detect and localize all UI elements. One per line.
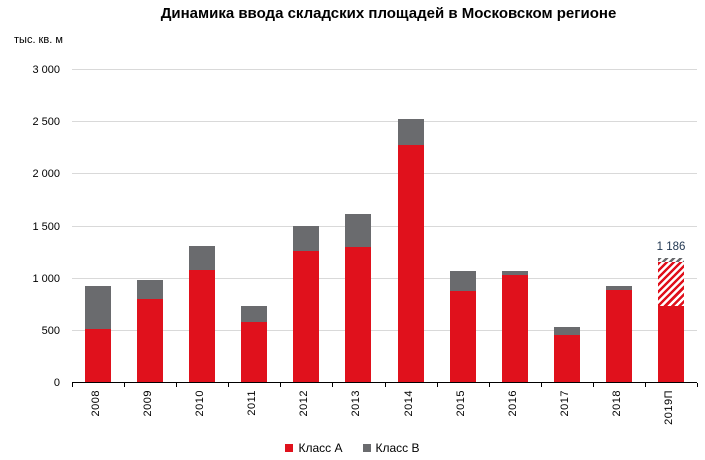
y-tick-label: 2 000: [32, 168, 60, 181]
bar-segment-class-a-2018: [605, 290, 632, 382]
legend-label-class-b: Класс В: [375, 441, 420, 455]
x-tick-label-2010: 2010: [194, 390, 207, 417]
bar-segment-class-b-2016: [501, 270, 528, 275]
gridline-1500: [72, 225, 697, 227]
gridline-2500: [72, 121, 697, 123]
bar-segment-class-b-2013: [345, 214, 372, 248]
legend-label-class-a: Класс А: [298, 441, 343, 455]
y-tick-label: 2 500: [32, 116, 60, 129]
x-tick-label-2017: 2017: [558, 390, 571, 417]
x-tick-label-2015: 2015: [454, 390, 467, 417]
y-tick-label: 1 500: [32, 220, 60, 233]
x-axis-tick: [592, 383, 594, 387]
y-tick-label: 0: [53, 377, 60, 389]
bar-segment-class-a-2017: [553, 335, 580, 382]
bar-segment-class-b-2014: [397, 119, 424, 146]
bar-segment-class-b-2015: [449, 271, 476, 292]
class-a-swatch-icon: [285, 444, 294, 452]
x-axis-tick: [280, 383, 282, 387]
x-axis-tick: [72, 383, 73, 387]
x-axis-tick: [488, 383, 490, 387]
x-tick-label-2018: 2018: [610, 390, 623, 417]
bar-segment-class-a-2011: [241, 321, 268, 382]
bar-segment-class-b-2012: [293, 225, 320, 251]
bar-segment-class-a-2010: [189, 270, 216, 382]
bar-segment-class-a-forecast-2019П: [657, 261, 684, 306]
bar-segment-class-a-2016: [501, 274, 528, 382]
x-axis-tick: [332, 383, 334, 387]
x-axis-tick: [540, 383, 542, 387]
x-tick-label-2011: 2011: [246, 390, 259, 416]
gridline-3000: [72, 69, 697, 70]
bar-segment-class-a-solid-2019П: [657, 305, 684, 382]
x-axis-tick: [436, 383, 438, 387]
plot-area: [72, 69, 698, 387]
x-tick-label-2013: 2013: [350, 390, 363, 417]
bar-segment-class-b-forecast-2019П: [657, 258, 684, 262]
x-tick-label-2019П: 2019П: [662, 390, 675, 425]
bar-segment-class-b-2011: [241, 305, 268, 322]
class-b-swatch-icon: [362, 444, 371, 452]
bar-segment-class-b-2017: [553, 326, 580, 336]
y-tick-label: 3 000: [32, 64, 60, 76]
bar-segment-class-a-2013: [345, 247, 372, 382]
forecast-value-label: 1 186: [656, 241, 686, 253]
x-tick-label-2014: 2014: [402, 390, 415, 417]
gridline-1000: [72, 277, 697, 279]
x-axis-tick: [697, 383, 698, 387]
bar-segment-class-a-2009: [137, 298, 164, 382]
y-tick-label: 500: [41, 324, 60, 337]
x-axis-tick: [176, 383, 178, 387]
bar-segment-class-b-2009: [137, 279, 164, 299]
x-axis-tick: [644, 383, 646, 387]
chart-title: Динамика ввода складских площадей в Моск…: [160, 5, 617, 22]
x-tick-label-2016: 2016: [506, 390, 519, 417]
bar-segment-class-a-2015: [449, 291, 476, 382]
x-axis-tick: [124, 383, 126, 387]
y-tick-label: 1 000: [32, 272, 60, 285]
bar-segment-class-b-2018: [605, 286, 632, 291]
legend-item-class-a: Класс А: [285, 441, 343, 455]
legend: Класс А Класс В: [0, 441, 705, 455]
bar-segment-class-a-2014: [397, 145, 424, 382]
bar-segment-class-a-2008: [85, 328, 112, 382]
x-tick-label-2009: 2009: [142, 390, 155, 417]
legend-item-class-b: Класс В: [362, 441, 420, 455]
gridline-500: [72, 329, 697, 331]
bar-segment-class-b-2008: [85, 286, 112, 329]
bar-segment-class-b-2010: [189, 246, 216, 271]
y-axis-unit-label: тыс. кв. м: [14, 34, 63, 46]
bar-segment-class-a-2012: [293, 250, 320, 382]
x-tick-label-2008: 2008: [90, 390, 103, 417]
x-axis-tick: [228, 383, 230, 387]
x-tick-label-2012: 2012: [298, 390, 311, 417]
gridline-2000: [72, 173, 697, 175]
x-axis-tick: [384, 383, 386, 387]
